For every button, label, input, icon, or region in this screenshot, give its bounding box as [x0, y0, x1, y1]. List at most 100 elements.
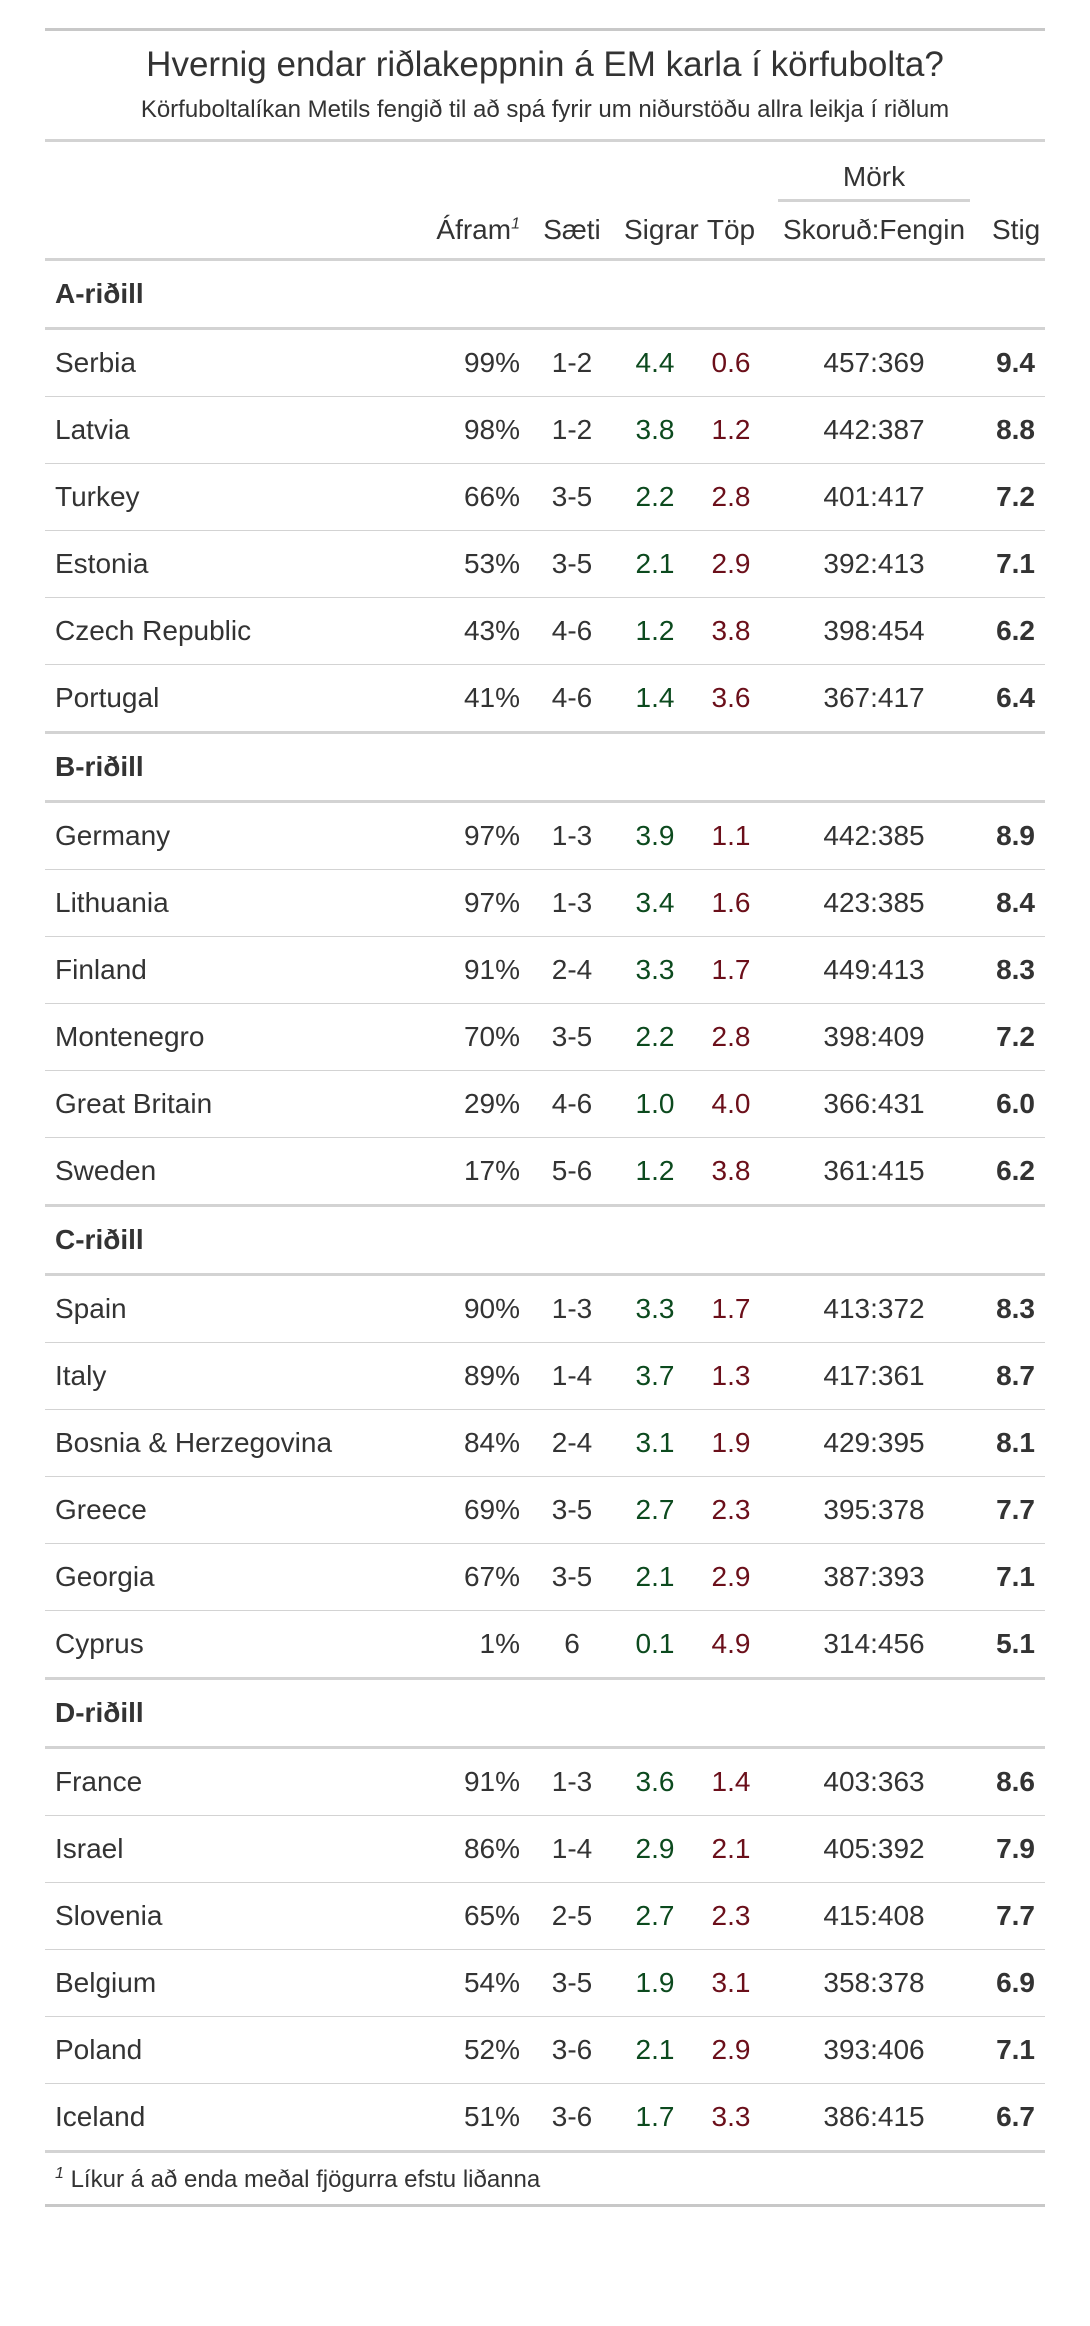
sigrar-cell: 1.0	[614, 1070, 696, 1138]
sigrar-cell: 2.2	[614, 1003, 696, 1071]
stig-cell: 7.1	[982, 1543, 1045, 1611]
mork-cell: 449:413	[766, 936, 982, 1004]
saeti-cell: 3-6	[530, 2016, 614, 2084]
stig-cell: 6.4	[982, 664, 1045, 734]
saeti-cell: 4-6	[530, 597, 614, 665]
saeti-cell: 3-5	[530, 530, 614, 598]
afram-cell: 41%	[380, 664, 530, 734]
top-cell: 3.6	[696, 664, 766, 734]
column-header-stig: Stig	[982, 202, 1045, 261]
saeti-cell: 3-5	[530, 1476, 614, 1544]
table-title: Hvernig endar riðlakeppnin á EM karla í …	[146, 45, 944, 84]
team-cell: Sweden	[45, 1137, 380, 1207]
stig-cell: 7.9	[982, 1815, 1045, 1883]
top-cell: 3.3	[696, 2083, 766, 2153]
sigrar-cell: 2.9	[614, 1815, 696, 1883]
table-row: Slovenia 65% 2-5 2.7 2.3 415:408 7.7	[45, 1882, 1045, 1950]
table-row: Poland 52% 3-6 2.1 2.9 393:406 7.1	[45, 2016, 1045, 2084]
sigrar-cell: 1.7	[614, 2083, 696, 2153]
top-cell: 4.0	[696, 1070, 766, 1138]
sigrar-cell: 3.7	[614, 1342, 696, 1410]
team-cell: Georgia	[45, 1543, 380, 1611]
table-row: Estonia 53% 3-5 2.1 2.9 392:413 7.1	[45, 530, 1045, 598]
top-cell: 3.1	[696, 1949, 766, 2017]
table-row: Montenegro 70% 3-5 2.2 2.8 398:409 7.2	[45, 1003, 1045, 1071]
table-row: Italy 89% 1-4 3.7 1.3 417:361 8.7	[45, 1342, 1045, 1410]
team-cell: France	[45, 1747, 380, 1816]
saeti-cell: 4-6	[530, 1070, 614, 1138]
team-cell: Latvia	[45, 396, 380, 464]
stig-cell: 6.9	[982, 1949, 1045, 2017]
mork-cell: 413:372	[766, 1274, 982, 1343]
table-row: Great Britain 29% 4-6 1.0 4.0 366:431 6.0	[45, 1070, 1045, 1138]
sigrar-cell: 0.1	[614, 1610, 696, 1680]
team-cell: Finland	[45, 936, 380, 1004]
saeti-cell: 1-2	[530, 396, 614, 464]
group-label: C-riðill	[45, 1205, 1045, 1276]
team-cell: Israel	[45, 1815, 380, 1883]
table-row: Lithuania 97% 1-3 3.4 1.6 423:385 8.4	[45, 869, 1045, 937]
table-row: Finland 91% 2-4 3.3 1.7 449:413 8.3	[45, 936, 1045, 1004]
sigrar-cell: 4.4	[614, 328, 696, 397]
spanner-mork: Mörk	[766, 142, 982, 202]
top-cell: 1.3	[696, 1342, 766, 1410]
bottom-rule	[45, 2204, 1045, 2207]
top-cell: 2.9	[696, 2016, 766, 2084]
table-row: Iceland 51% 3-6 1.7 3.3 386:415 6.7	[45, 2083, 1045, 2153]
table-row: Portugal 41% 4-6 1.4 3.6 367:417 6.4	[45, 664, 1045, 734]
afram-cell: 89%	[380, 1342, 530, 1410]
top-cell: 2.9	[696, 530, 766, 598]
team-cell: Portugal	[45, 664, 380, 734]
stig-cell: 6.2	[982, 1137, 1045, 1207]
mork-cell: 386:415	[766, 2083, 982, 2153]
team-cell: Great Britain	[45, 1070, 380, 1138]
team-cell: Montenegro	[45, 1003, 380, 1071]
saeti-cell: 3-5	[530, 1543, 614, 1611]
sigrar-cell: 2.1	[614, 2016, 696, 2084]
sigrar-cell: 2.2	[614, 463, 696, 531]
top-cell: 1.4	[696, 1747, 766, 1816]
team-cell: Czech Republic	[45, 597, 380, 665]
stig-cell: 6.7	[982, 2083, 1045, 2153]
team-cell: Lithuania	[45, 869, 380, 937]
stig-cell: 7.1	[982, 530, 1045, 598]
table-row: Bosnia & Herzegovina 84% 2-4 3.1 1.9 429:395 8…	[45, 1409, 1045, 1477]
mork-cell: 366:431	[766, 1070, 982, 1138]
sigrar-cell: 1.9	[614, 1949, 696, 2017]
top-cell: 2.8	[696, 463, 766, 531]
top-cell: 2.3	[696, 1476, 766, 1544]
stig-cell: 8.8	[982, 396, 1045, 464]
stig-cell: 8.6	[982, 1747, 1045, 1816]
stig-cell: 6.0	[982, 1070, 1045, 1138]
afram-cell: 54%	[380, 1949, 530, 2017]
saeti-cell: 1-4	[530, 1815, 614, 1883]
column-header-sigrar: Sigrar	[614, 202, 699, 261]
mork-cell: 401:417	[766, 463, 982, 531]
top-cell: 3.8	[696, 597, 766, 665]
mork-cell: 405:392	[766, 1815, 982, 1883]
afram-cell: 98%	[380, 396, 530, 464]
saeti-cell: 3-5	[530, 463, 614, 531]
top-cell: 1.2	[696, 396, 766, 464]
mork-cell: 393:406	[766, 2016, 982, 2084]
stig-cell: 8.1	[982, 1409, 1045, 1477]
saeti-cell: 1-3	[530, 1747, 614, 1816]
table-row: Germany 97% 1-3 3.9 1.1 442:385 8.9	[45, 801, 1045, 870]
team-cell: Estonia	[45, 530, 380, 598]
group-header: B-riðill	[45, 732, 1045, 803]
team-cell: Cyprus	[45, 1610, 380, 1680]
column-header-top: Töp	[696, 202, 766, 261]
top-cell: 3.8	[696, 1137, 766, 1207]
afram-cell: 65%	[380, 1882, 530, 1950]
afram-cell: 91%	[380, 1747, 530, 1816]
afram-cell: 66%	[380, 463, 530, 531]
stig-cell: 9.4	[982, 328, 1045, 397]
table-row: Israel 86% 1-4 2.9 2.1 405:392 7.9	[45, 1815, 1045, 1883]
table-subtitle: Körfuboltalíkan Metils fengið til að spá…	[140, 96, 950, 123]
saeti-cell: 6	[530, 1610, 614, 1680]
stig-cell: 8.3	[982, 1274, 1045, 1343]
team-cell: Slovenia	[45, 1882, 380, 1950]
stig-cell: 5.1	[982, 1610, 1045, 1680]
mork-cell: 442:387	[766, 396, 982, 464]
group-label: A-riðill	[45, 259, 1045, 330]
